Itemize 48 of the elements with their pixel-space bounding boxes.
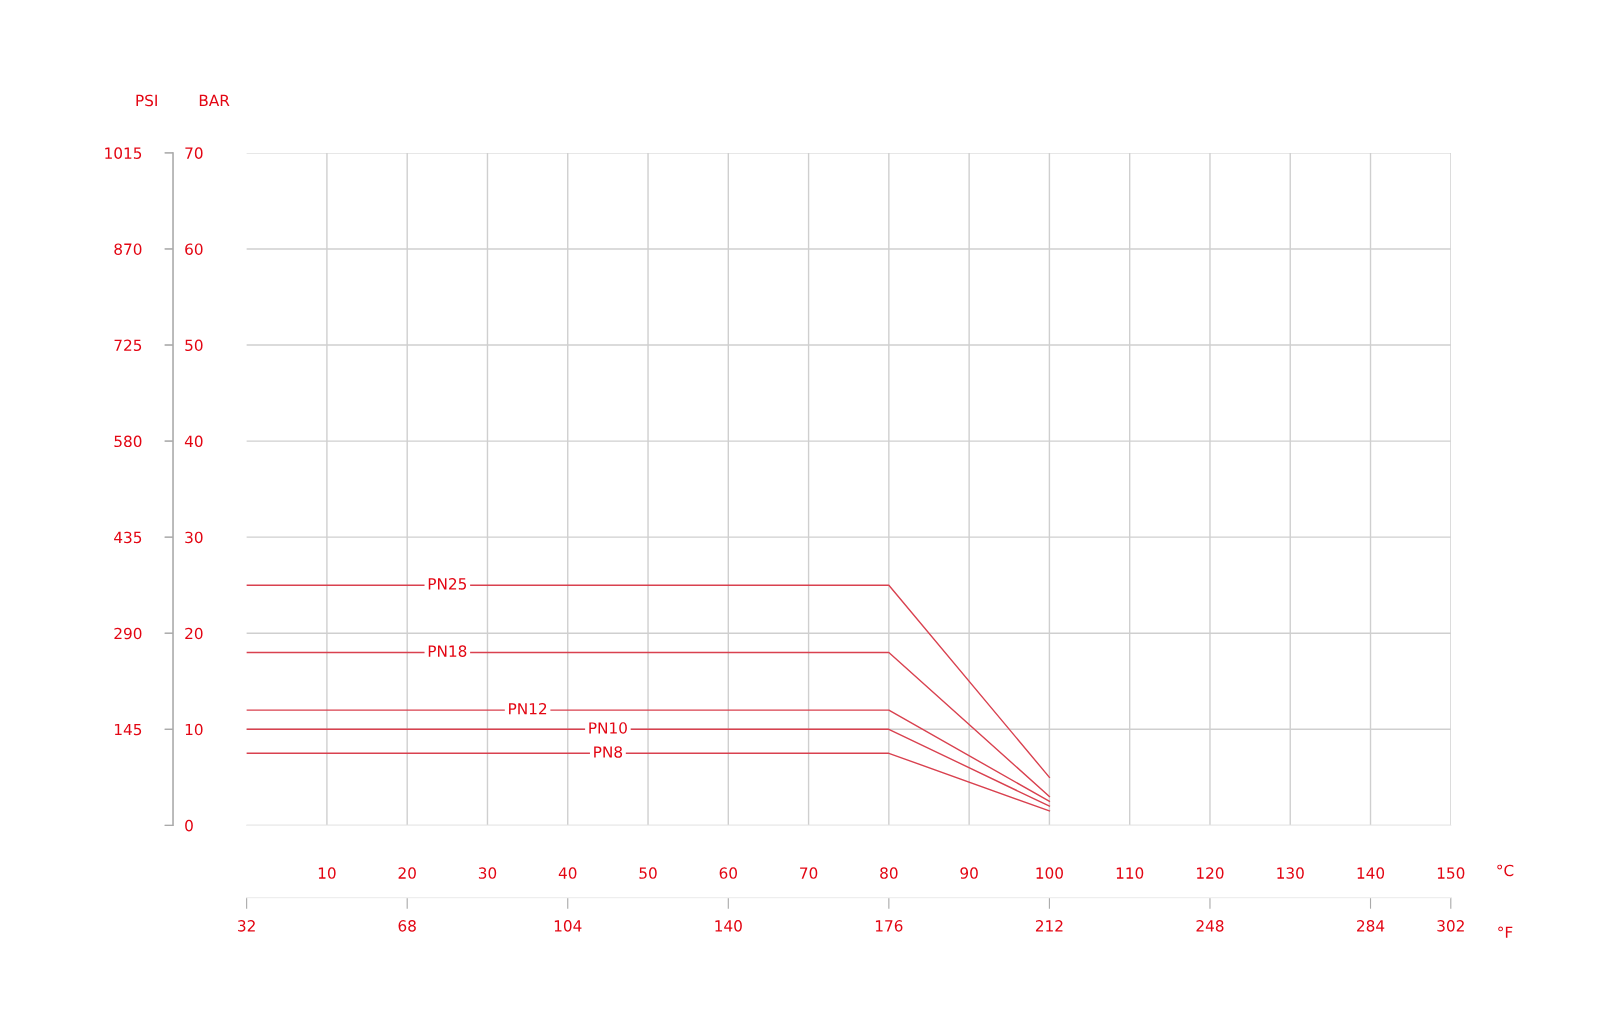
x2-tick-label: 212 bbox=[1035, 920, 1063, 932]
x-tick-label: 40 bbox=[558, 867, 577, 879]
x2-axis-title: °F bbox=[1498, 926, 1513, 938]
y-tick-label: 60 bbox=[185, 243, 203, 255]
y2-tick-label: 1015 bbox=[105, 147, 142, 159]
x2-tick-label: 284 bbox=[1357, 920, 1385, 932]
x-tick-label: 20 bbox=[398, 867, 416, 879]
x-tick-label: 30 bbox=[478, 867, 497, 879]
y-tick-label: 50 bbox=[185, 339, 203, 352]
x-tick-label: 110 bbox=[1116, 867, 1144, 879]
y-tick-label: 40 bbox=[184, 435, 203, 448]
x2-tick-label: 68 bbox=[398, 920, 416, 932]
y-tick-label: 20 bbox=[185, 627, 203, 640]
y-tick-label: 70 bbox=[185, 147, 203, 159]
y-tick-label: 0 bbox=[185, 819, 193, 832]
series-label: PN18 bbox=[428, 645, 467, 657]
series-label: PN8 bbox=[594, 746, 623, 758]
x-tick-label: 100 bbox=[1036, 867, 1063, 879]
y2-tick-label: 580 bbox=[114, 435, 142, 448]
x2-tick-label: 32 bbox=[238, 920, 255, 932]
y2-axis-title: PSI bbox=[136, 94, 157, 107]
y-tick-label: 30 bbox=[185, 531, 203, 544]
x-tick-label: 90 bbox=[960, 867, 978, 879]
x-axis-title: °C bbox=[1497, 864, 1514, 877]
x-tick-label: 60 bbox=[719, 867, 738, 879]
x2-tick-label: 302 bbox=[1437, 920, 1464, 932]
y2-tick-label: 725 bbox=[114, 339, 142, 352]
x2-tick-label: 140 bbox=[715, 920, 742, 932]
x2-tick-label: 176 bbox=[875, 920, 903, 932]
y2-tick-label: 290 bbox=[114, 627, 142, 640]
y-tick-label: 10 bbox=[185, 723, 203, 736]
y2-tick-label: 870 bbox=[114, 243, 142, 255]
series-label: PN10 bbox=[589, 722, 627, 734]
x-tick-label: 140 bbox=[1357, 867, 1385, 879]
x-tick-label: 10 bbox=[318, 867, 336, 879]
x2-tick-label: 248 bbox=[1196, 920, 1224, 932]
x-tick-label: 150 bbox=[1437, 867, 1465, 879]
x-tick-label: 50 bbox=[639, 867, 657, 879]
x-tick-label: 70 bbox=[800, 867, 818, 879]
y2-tick-label: 435 bbox=[114, 531, 142, 544]
y2-tick-label: 145 bbox=[114, 723, 142, 736]
x-tick-label: 120 bbox=[1197, 867, 1224, 879]
series-label: PN25 bbox=[428, 578, 467, 590]
x2-tick-label: 104 bbox=[554, 920, 582, 932]
y-axis-title: BAR bbox=[199, 94, 230, 106]
x-tick-label: 80 bbox=[880, 867, 898, 879]
series-label: PN12 bbox=[509, 702, 547, 715]
x-tick-label: 130 bbox=[1277, 867, 1304, 879]
